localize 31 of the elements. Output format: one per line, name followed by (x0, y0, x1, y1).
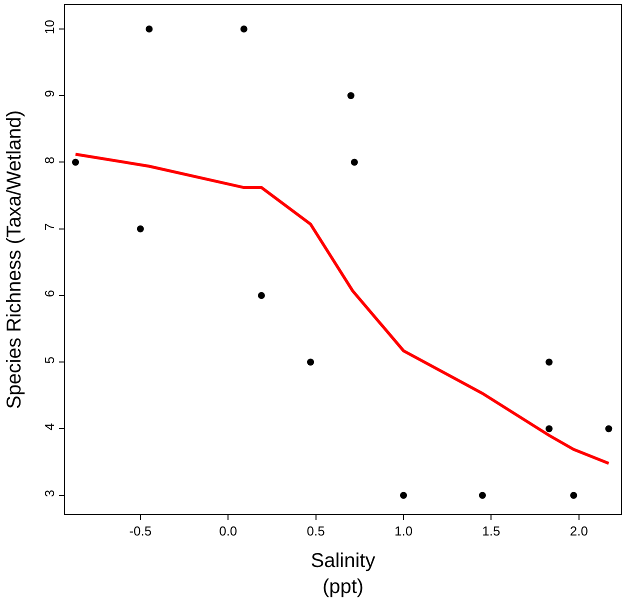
point (136, 225, 144, 232)
x-tick-label: 0.0 (219, 524, 238, 539)
y-tick-label: 4 (42, 423, 57, 430)
x-tick-label: 2.0 (570, 524, 588, 539)
point (570, 492, 578, 499)
point (400, 492, 408, 499)
y-tick-label: 8 (42, 156, 57, 164)
point (307, 358, 314, 366)
x-tick-label: -0.5 (129, 524, 152, 539)
y-tick-label: 9 (42, 90, 57, 98)
point (605, 425, 612, 432)
y-axis-title: Species Richness (Taxa/Wetland) (3, 110, 26, 409)
point (146, 25, 153, 32)
point (478, 492, 486, 499)
point (546, 425, 553, 432)
point (350, 158, 358, 166)
x-tick-label: 1.5 (482, 524, 500, 539)
x-axis-title: Salinity (ppt) (310, 550, 376, 598)
x-tick-label: 1.0 (394, 524, 413, 539)
point (258, 292, 265, 299)
y-tick-label: 3 (42, 490, 57, 498)
point (546, 358, 553, 366)
line-series (74, 152, 610, 465)
y-tick-label: 5 (42, 356, 57, 364)
point (72, 158, 80, 166)
y-tick-label: 7 (42, 223, 57, 231)
x-tick-label: 0.5 (306, 524, 325, 539)
point (347, 92, 354, 100)
point (240, 25, 248, 32)
y-tick-label: 6 (42, 290, 57, 298)
y-tick-label: 10 (42, 20, 57, 34)
